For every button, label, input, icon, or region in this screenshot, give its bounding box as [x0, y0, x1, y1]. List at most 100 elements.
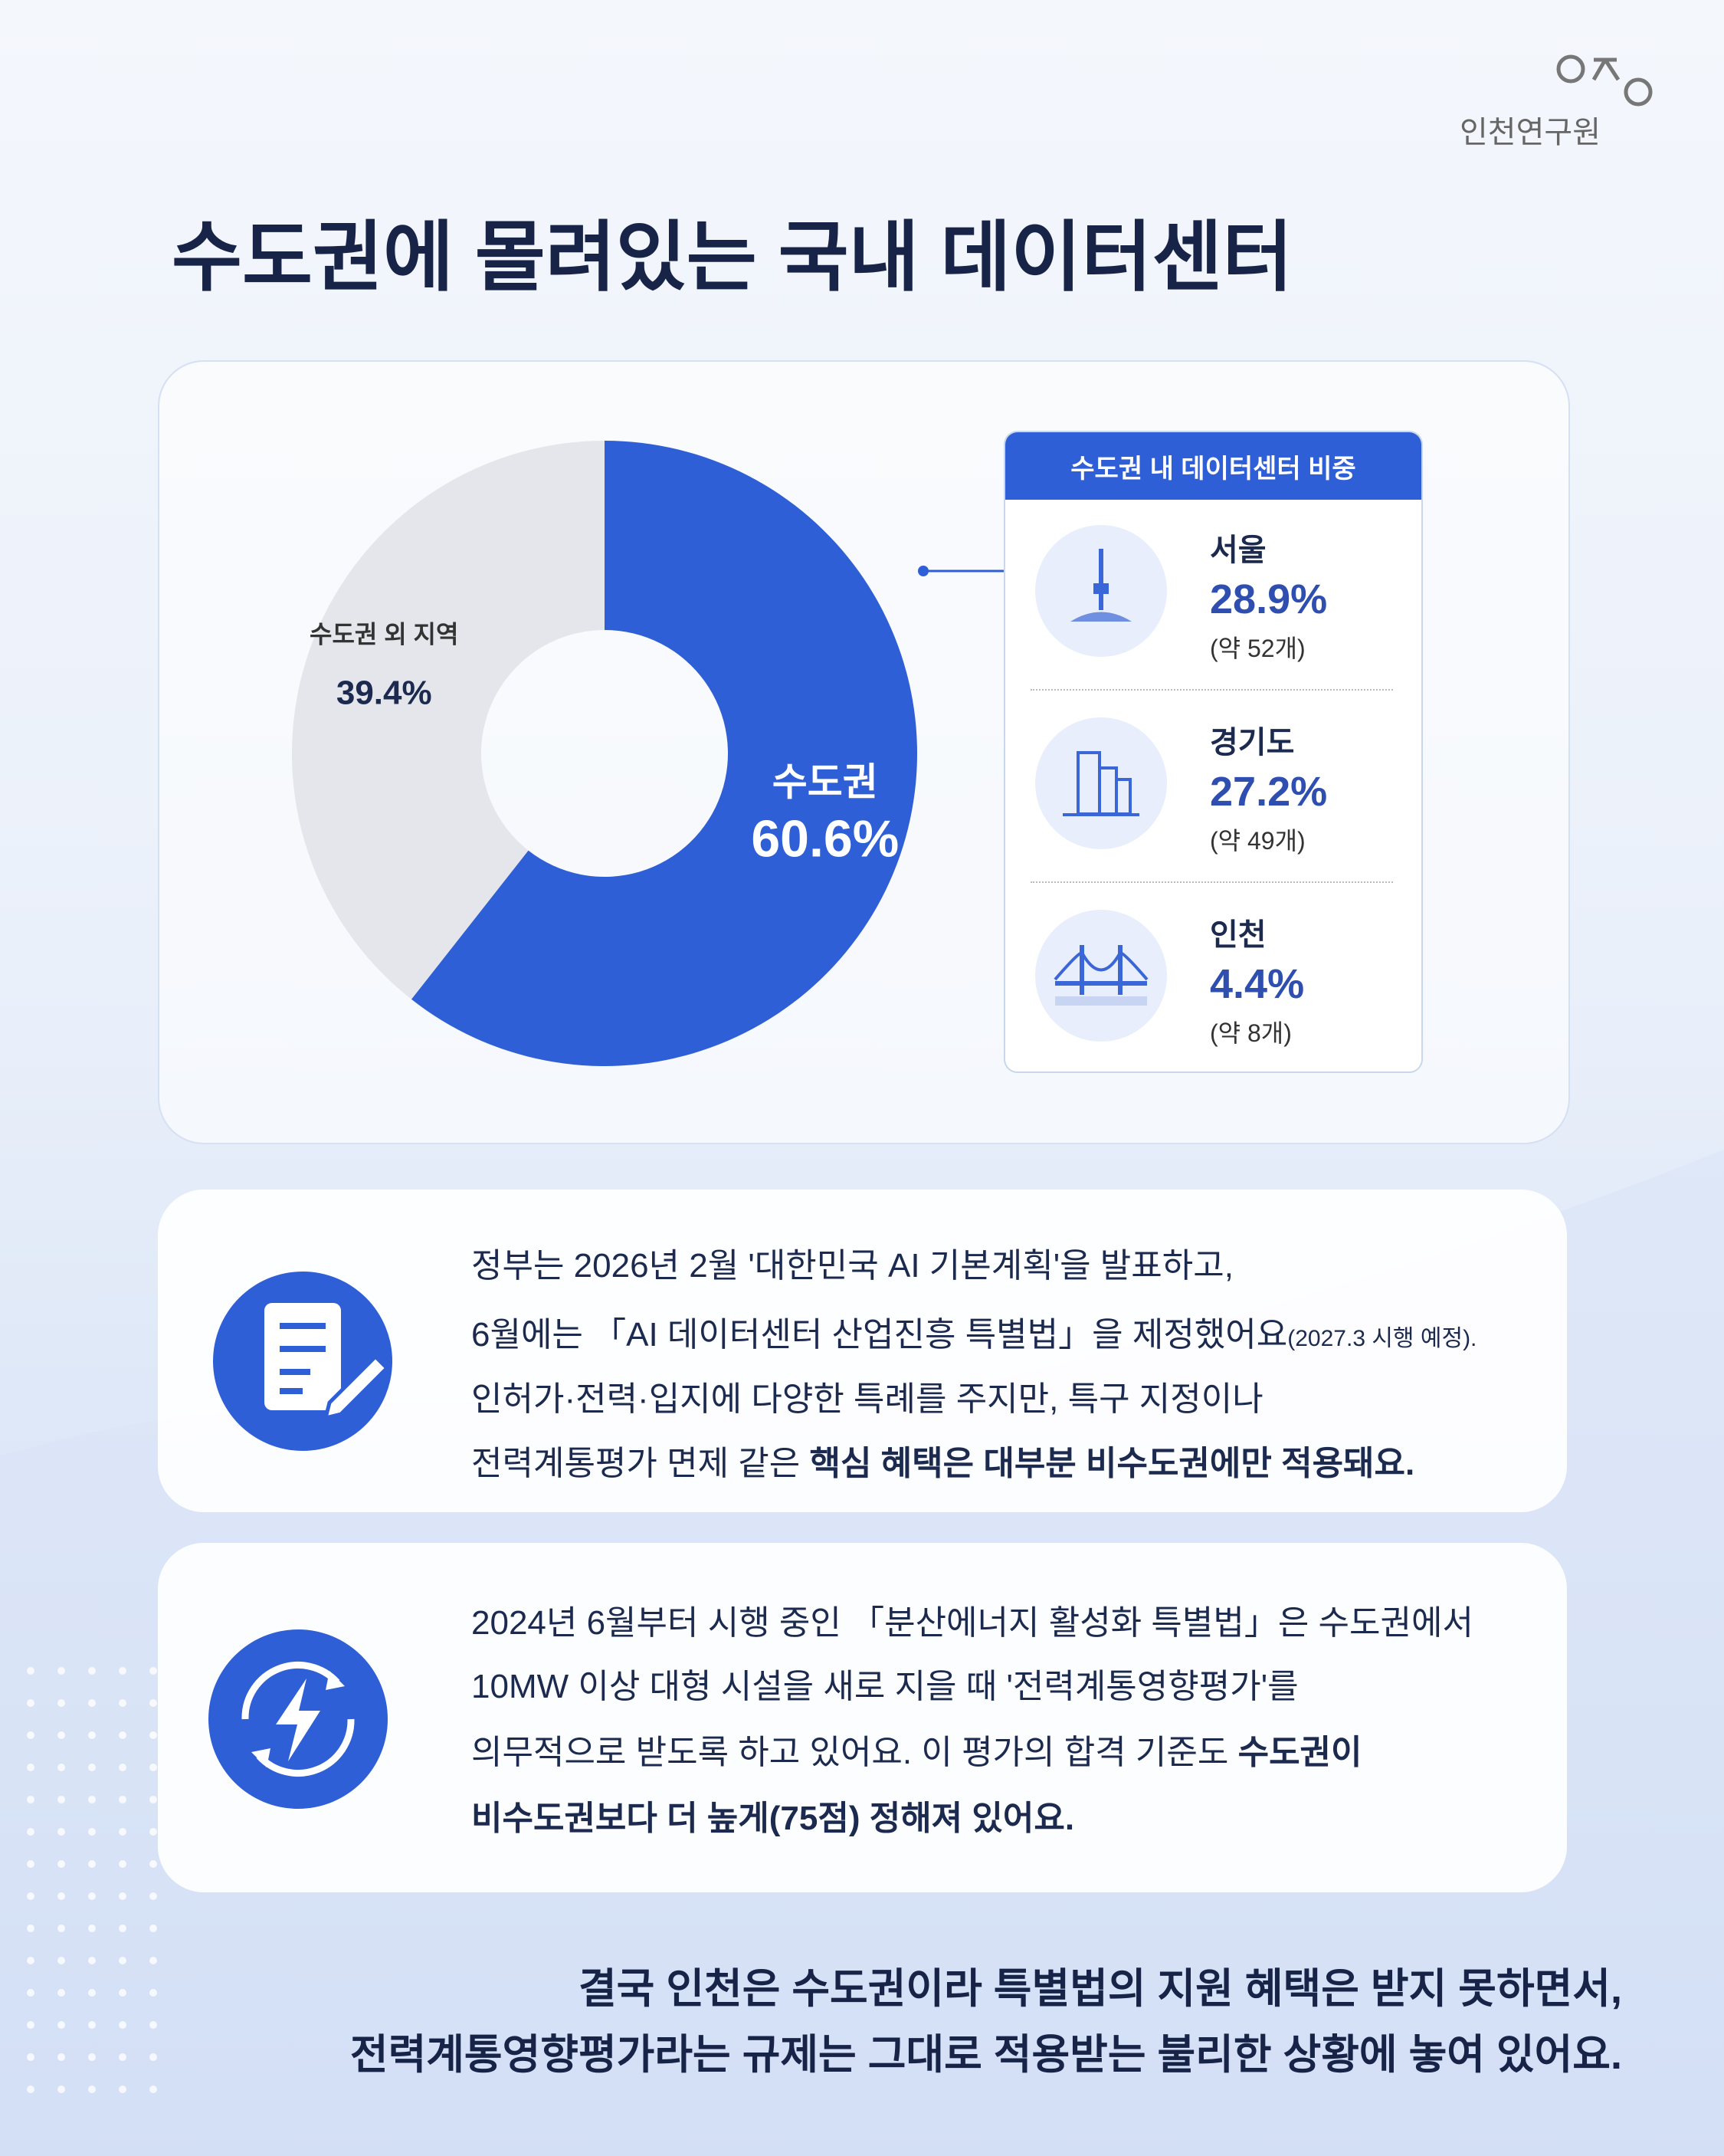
decor-dot — [57, 1892, 65, 1900]
connector-dot — [918, 566, 929, 576]
decor-dot — [57, 1731, 65, 1739]
decor-dot — [119, 1828, 126, 1836]
decor-dot — [88, 1860, 96, 1868]
decor-dot — [119, 2053, 126, 2061]
region-icon — [1035, 525, 1167, 657]
decor-dot — [57, 1860, 65, 1868]
slice-value-label: 60.6% — [751, 810, 899, 868]
decor-dot — [149, 1989, 157, 1997]
decor-dot — [57, 1925, 65, 1932]
decor-dot — [57, 1699, 65, 1707]
decor-dot — [88, 2053, 96, 2061]
decor-dot — [57, 1796, 65, 1803]
note-line: 비수도권보다 더 높게(75점) 정해져 있어요. — [471, 1790, 1074, 1839]
decor-dot — [149, 2053, 157, 2061]
conclusion-line: 전력계통영향평가라는 규제는 그대로 적용받는 불리한 상황에 놓여 있어요. — [349, 2032, 1622, 2078]
decor-dot — [27, 2053, 34, 2061]
note-text: (2027.3 시행 예정). — [1287, 1326, 1477, 1351]
pie-slice — [292, 441, 605, 999]
decor-dot — [57, 2053, 65, 2061]
decor-dot — [27, 1764, 34, 1771]
decor-dot — [27, 1989, 34, 1997]
decor-dot — [88, 1667, 96, 1675]
decor-dot — [57, 1957, 65, 1964]
note-line: 2024년 6월부터 시행 중인 「분산에너지 활성화 특별법」은 수도권에서 — [471, 1595, 1473, 1644]
decor-dot — [88, 1989, 96, 1997]
decor-dot — [27, 1796, 34, 1803]
decor-dot — [149, 1699, 157, 1707]
divider — [1031, 881, 1393, 883]
note-text: 핵심 혜택은 대부분 비수도권에만 적용돼요. — [809, 1445, 1415, 1482]
decor-dot — [149, 1860, 157, 1868]
conclusion-line: 결국 인천은 수도권이라 특별법의 지원 혜택은 받지 못하면서, — [578, 1966, 1622, 2012]
decor-dot — [88, 1892, 96, 1900]
note-text: 10MW 이상 대형 시설을 새로 지을 때 '전력계통영향평가'를 — [471, 1668, 1299, 1705]
note-line: 6월에는 「AI 데이터센터 산업진흥 특별법」을 제정했어요(2027.3 시… — [471, 1307, 1477, 1356]
region-value: 28.9% — [1210, 576, 1328, 622]
decor-dot — [119, 1764, 126, 1771]
decor-dot — [57, 2085, 65, 2093]
region-count: (약 8개) — [1210, 1019, 1292, 1047]
note-card — [158, 1543, 1567, 1892]
region-count: (약 49개) — [1210, 827, 1306, 855]
decor-dot — [27, 2021, 34, 2029]
decor-dot — [27, 1667, 34, 1675]
decor-dot — [27, 2085, 34, 2093]
decor-dot — [88, 1828, 96, 1836]
decor-dot — [57, 1667, 65, 1675]
note-text: 6월에는 「AI 데이터센터 산업진흥 특별법」을 제정했어요 — [471, 1316, 1288, 1354]
note-line: 전력계통평가 면제 같은 핵심 혜택은 대부분 비수도권에만 적용돼요. — [471, 1436, 1414, 1485]
note-text: 인허가·전력·입지에 다양한 특례를 주지만, 특구 지정이나 — [471, 1380, 1264, 1418]
divider — [1031, 689, 1393, 691]
decor-dot — [149, 1925, 157, 1932]
decor-dot — [119, 2021, 126, 2029]
decor-dot — [119, 1989, 126, 1997]
breakdown-title: 수도권 내 데이터센터 비중 — [1005, 432, 1421, 500]
decor-dot — [88, 1764, 96, 1771]
decor-dot — [119, 1796, 126, 1803]
decor-dot — [57, 1764, 65, 1771]
decor-dot — [88, 1925, 96, 1932]
note-line: 의무적으로 받도록 하고 있어요. 이 평가의 합격 기준도 수도권이 — [471, 1724, 1362, 1774]
decor-dot — [27, 1957, 34, 1964]
decor-dot — [57, 2021, 65, 2029]
note-text: 비수도권보다 더 높게(75점) 정해져 있어요. — [471, 1800, 1075, 1837]
decor-dot — [27, 1860, 34, 1868]
donut-chart: 수도권 60.6% 수도권 외 지역 39.4% — [292, 441, 1004, 1066]
decor-dot — [27, 1731, 34, 1739]
note-line: 10MW 이상 대형 시설을 새로 지을 때 '전력계통영향평가'를 — [471, 1659, 1299, 1708]
decor-dot — [27, 1828, 34, 1836]
decor-dot — [149, 1667, 157, 1675]
decor-dot — [119, 1860, 126, 1868]
decor-dot — [149, 1828, 157, 1836]
decor-dot — [88, 2021, 96, 2029]
title: 수도권에 몰려있는 국내 데이터센터 — [172, 215, 1293, 300]
decor-dot — [27, 1699, 34, 1707]
logo-mark — [1548, 52, 1655, 107]
decor-dot — [119, 2085, 126, 2093]
note-line: 인허가·전력·입지에 다양한 특례를 주지만, 특구 지정이나 — [471, 1371, 1264, 1420]
decor-dot — [88, 2085, 96, 2093]
decor-dot — [27, 1925, 34, 1932]
logo-text: 인천연구원 — [1460, 116, 1601, 149]
slice-label: 수도권 외 지역 — [310, 620, 458, 648]
note-card — [158, 1190, 1567, 1512]
decor-dot — [57, 1828, 65, 1836]
region-name: 서울 — [1210, 533, 1267, 567]
decor-dot — [149, 1892, 157, 1900]
note-text: 정부는 2026년 2월 '대한민국 AI 기본계획'을 발표하고, — [471, 1247, 1234, 1285]
decor-dot — [88, 1957, 96, 1964]
decor-dot — [149, 2085, 157, 2093]
region-value: 4.4% — [1210, 961, 1305, 1007]
region-name: 경기도 — [1210, 726, 1295, 760]
decor-dot — [149, 1957, 157, 1964]
decor-dot — [119, 1957, 126, 1964]
note-line: 정부는 2026년 2월 '대한민국 AI 기본계획'을 발표하고, — [471, 1238, 1234, 1287]
note-text: 2024년 6월부터 시행 중인 「분산에너지 활성화 특별법」은 수도권에서 — [471, 1604, 1473, 1642]
pie-slice — [411, 441, 917, 1066]
region-icon — [1035, 717, 1167, 849]
decor-dot — [119, 1667, 126, 1675]
region-value: 27.2% — [1210, 769, 1328, 815]
decor-dot — [149, 1764, 157, 1771]
